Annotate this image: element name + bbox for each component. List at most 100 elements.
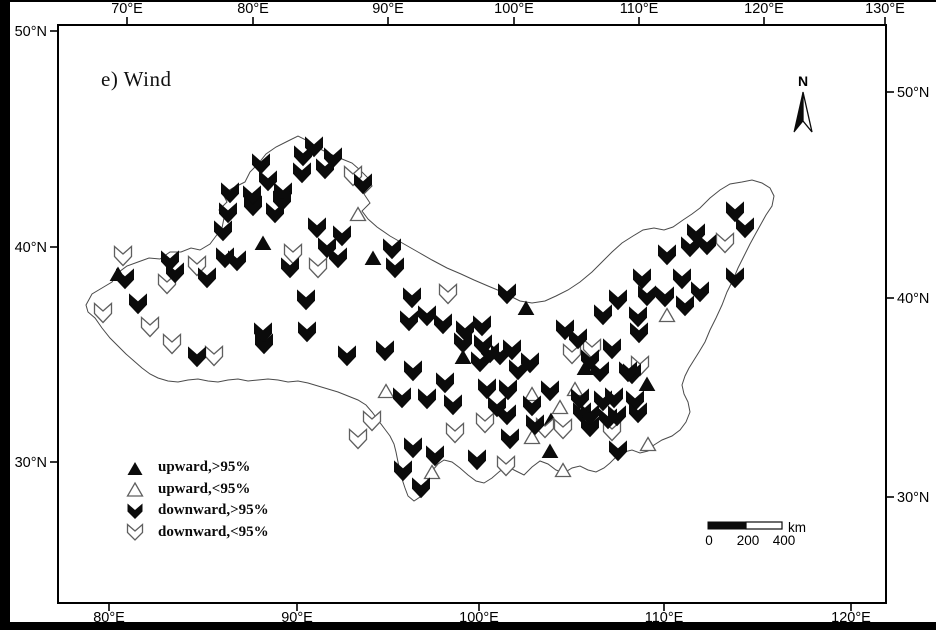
crop-bar-left bbox=[0, 0, 10, 630]
trend-marker-downward-nonsignificant bbox=[475, 412, 495, 434]
trend-marker-downward-nonsignificant bbox=[438, 283, 458, 305]
trend-marker-downward-nonsignificant bbox=[496, 455, 516, 477]
axis-tick-label: 50°N bbox=[897, 85, 929, 101]
trend-marker-downward-significant bbox=[426, 445, 444, 467]
trend-marker-downward-significant bbox=[478, 378, 496, 400]
trend-marker-downward-significant bbox=[581, 416, 599, 438]
trend-marker-upward-nonsignificant bbox=[658, 307, 676, 323]
trend-marker-downward-significant bbox=[228, 250, 246, 272]
trend-marker-downward-significant bbox=[526, 414, 544, 436]
trend-marker-downward-significant bbox=[609, 289, 627, 311]
legend-item-label: upward,<95% bbox=[158, 480, 251, 497]
downward-nonsignificant-chevron-icon bbox=[126, 523, 144, 542]
axis-tick-label: 80°E bbox=[237, 1, 269, 17]
axis-tick-label: 70°E bbox=[111, 1, 143, 17]
trend-marker-downward-significant bbox=[244, 195, 262, 217]
trend-marker-downward-nonsignificant bbox=[715, 232, 735, 254]
north-arrow-right-half bbox=[802, 91, 813, 133]
scale-bar-filled-segment bbox=[707, 521, 747, 530]
trend-marker-downward-significant bbox=[638, 285, 656, 307]
scale-bar-tick-0: 0 bbox=[705, 533, 713, 548]
trend-marker-downward-significant bbox=[293, 162, 311, 184]
trend-marker-downward-significant bbox=[569, 328, 587, 350]
trend-marker-upward-significant bbox=[541, 443, 559, 458]
trend-marker-downward-significant bbox=[698, 234, 716, 256]
trend-marker-downward-significant bbox=[297, 289, 315, 311]
legend-item-downward-significant: downward,>95% bbox=[126, 500, 269, 522]
legend-item-upward-significant: upward,>95% bbox=[126, 457, 269, 479]
trend-marker-downward-significant bbox=[418, 305, 436, 327]
trend-marker-upward-nonsignificant bbox=[423, 464, 441, 480]
panel-title: e) Wind bbox=[101, 67, 172, 91]
trend-marker-downward-significant bbox=[294, 145, 312, 167]
trend-marker-downward-significant bbox=[281, 257, 299, 279]
trend-marker-downward-significant bbox=[488, 396, 506, 418]
trend-marker-downward-significant bbox=[188, 346, 206, 368]
trend-marker-downward-significant bbox=[383, 238, 401, 260]
trend-marker-downward-significant bbox=[658, 244, 676, 266]
trend-marker-downward-significant bbox=[255, 333, 273, 355]
trend-marker-downward-significant bbox=[473, 315, 491, 337]
trend-marker-downward-significant bbox=[329, 247, 347, 269]
trend-marker-downward-significant bbox=[691, 281, 709, 303]
crop-bar-top bbox=[0, 0, 936, 2]
legend-item-label: upward,>95% bbox=[158, 459, 251, 476]
trend-marker-upward-significant bbox=[517, 300, 535, 315]
trend-marker-downward-nonsignificant bbox=[140, 316, 160, 338]
axis-tick-label: 50°N bbox=[15, 24, 47, 40]
trend-marker-downward-significant bbox=[252, 153, 270, 175]
trend-marker-upward-nonsignificant bbox=[639, 436, 657, 452]
trend-marker-downward-nonsignificant bbox=[348, 428, 368, 450]
trend-marker-downward-significant bbox=[436, 372, 454, 394]
axis-tick-label: 40°N bbox=[897, 291, 929, 307]
trend-marker-upward-significant bbox=[364, 250, 382, 265]
trend-marker-downward-significant bbox=[599, 408, 617, 430]
upward-significant-triangle-icon bbox=[127, 461, 143, 475]
trend-marker-downward-significant bbox=[129, 293, 147, 315]
trend-marker-downward-significant bbox=[266, 202, 284, 224]
trend-marker-downward-significant bbox=[656, 286, 674, 308]
trend-marker-downward-significant bbox=[726, 267, 744, 289]
scale-bar-unit: km bbox=[788, 520, 806, 535]
trend-marker-downward-significant bbox=[609, 440, 627, 462]
trend-marker-upward-nonsignificant bbox=[349, 206, 367, 222]
trend-marker-downward-significant bbox=[394, 460, 412, 482]
trend-marker-downward-nonsignificant bbox=[553, 418, 573, 440]
axis-tick-label: 30°N bbox=[897, 490, 929, 506]
trend-marker-upward-significant bbox=[254, 235, 272, 250]
trend-marker-downward-significant bbox=[633, 268, 651, 290]
trend-marker-downward-significant bbox=[501, 428, 519, 450]
trend-marker-downward-significant bbox=[629, 306, 647, 328]
axis-tick-label: 30°N bbox=[15, 455, 47, 471]
trend-marker-downward-significant bbox=[404, 437, 422, 459]
trend-marker-downward-significant bbox=[259, 170, 277, 192]
trend-marker-downward-significant bbox=[400, 310, 418, 332]
trend-marker-downward-nonsignificant bbox=[204, 345, 224, 367]
axis-tick-label: 90°E bbox=[372, 1, 404, 17]
crop-bar-bottom bbox=[0, 622, 936, 630]
trend-marker-downward-significant bbox=[376, 340, 394, 362]
trend-marker-upward-significant bbox=[454, 349, 472, 364]
legend-item-downward-nonsignificant: downward,<95% bbox=[126, 522, 269, 544]
trend-marker-downward-significant bbox=[591, 361, 609, 383]
legend: upward,>95% upward,<95% downward,>95% do… bbox=[126, 457, 269, 543]
axis-tick-label: 100°E bbox=[494, 1, 534, 17]
trend-marker-downward-significant bbox=[444, 394, 462, 416]
trend-marker-downward-significant bbox=[316, 158, 334, 180]
scale-bar-tick-200: 200 bbox=[737, 533, 760, 548]
trend-marker-downward-significant bbox=[541, 380, 559, 402]
trend-marker-downward-nonsignificant bbox=[162, 333, 182, 355]
trend-marker-downward-nonsignificant bbox=[93, 302, 113, 324]
trend-marker-downward-significant bbox=[603, 338, 621, 360]
trend-marker-downward-significant bbox=[498, 283, 516, 305]
trend-marker-upward-nonsignificant bbox=[554, 462, 572, 478]
trend-marker-downward-significant bbox=[503, 339, 521, 361]
axis-tick-label: 40°N bbox=[15, 240, 47, 256]
trend-marker-downward-significant bbox=[198, 267, 216, 289]
trend-marker-downward-nonsignificant bbox=[562, 343, 582, 365]
axis-tick-label: 110°E bbox=[620, 1, 659, 17]
trend-marker-downward-significant bbox=[468, 449, 486, 471]
trend-marker-downward-significant bbox=[298, 321, 316, 343]
trend-marker-downward-significant bbox=[386, 257, 404, 279]
legend-item-label: downward,>95% bbox=[158, 502, 269, 519]
